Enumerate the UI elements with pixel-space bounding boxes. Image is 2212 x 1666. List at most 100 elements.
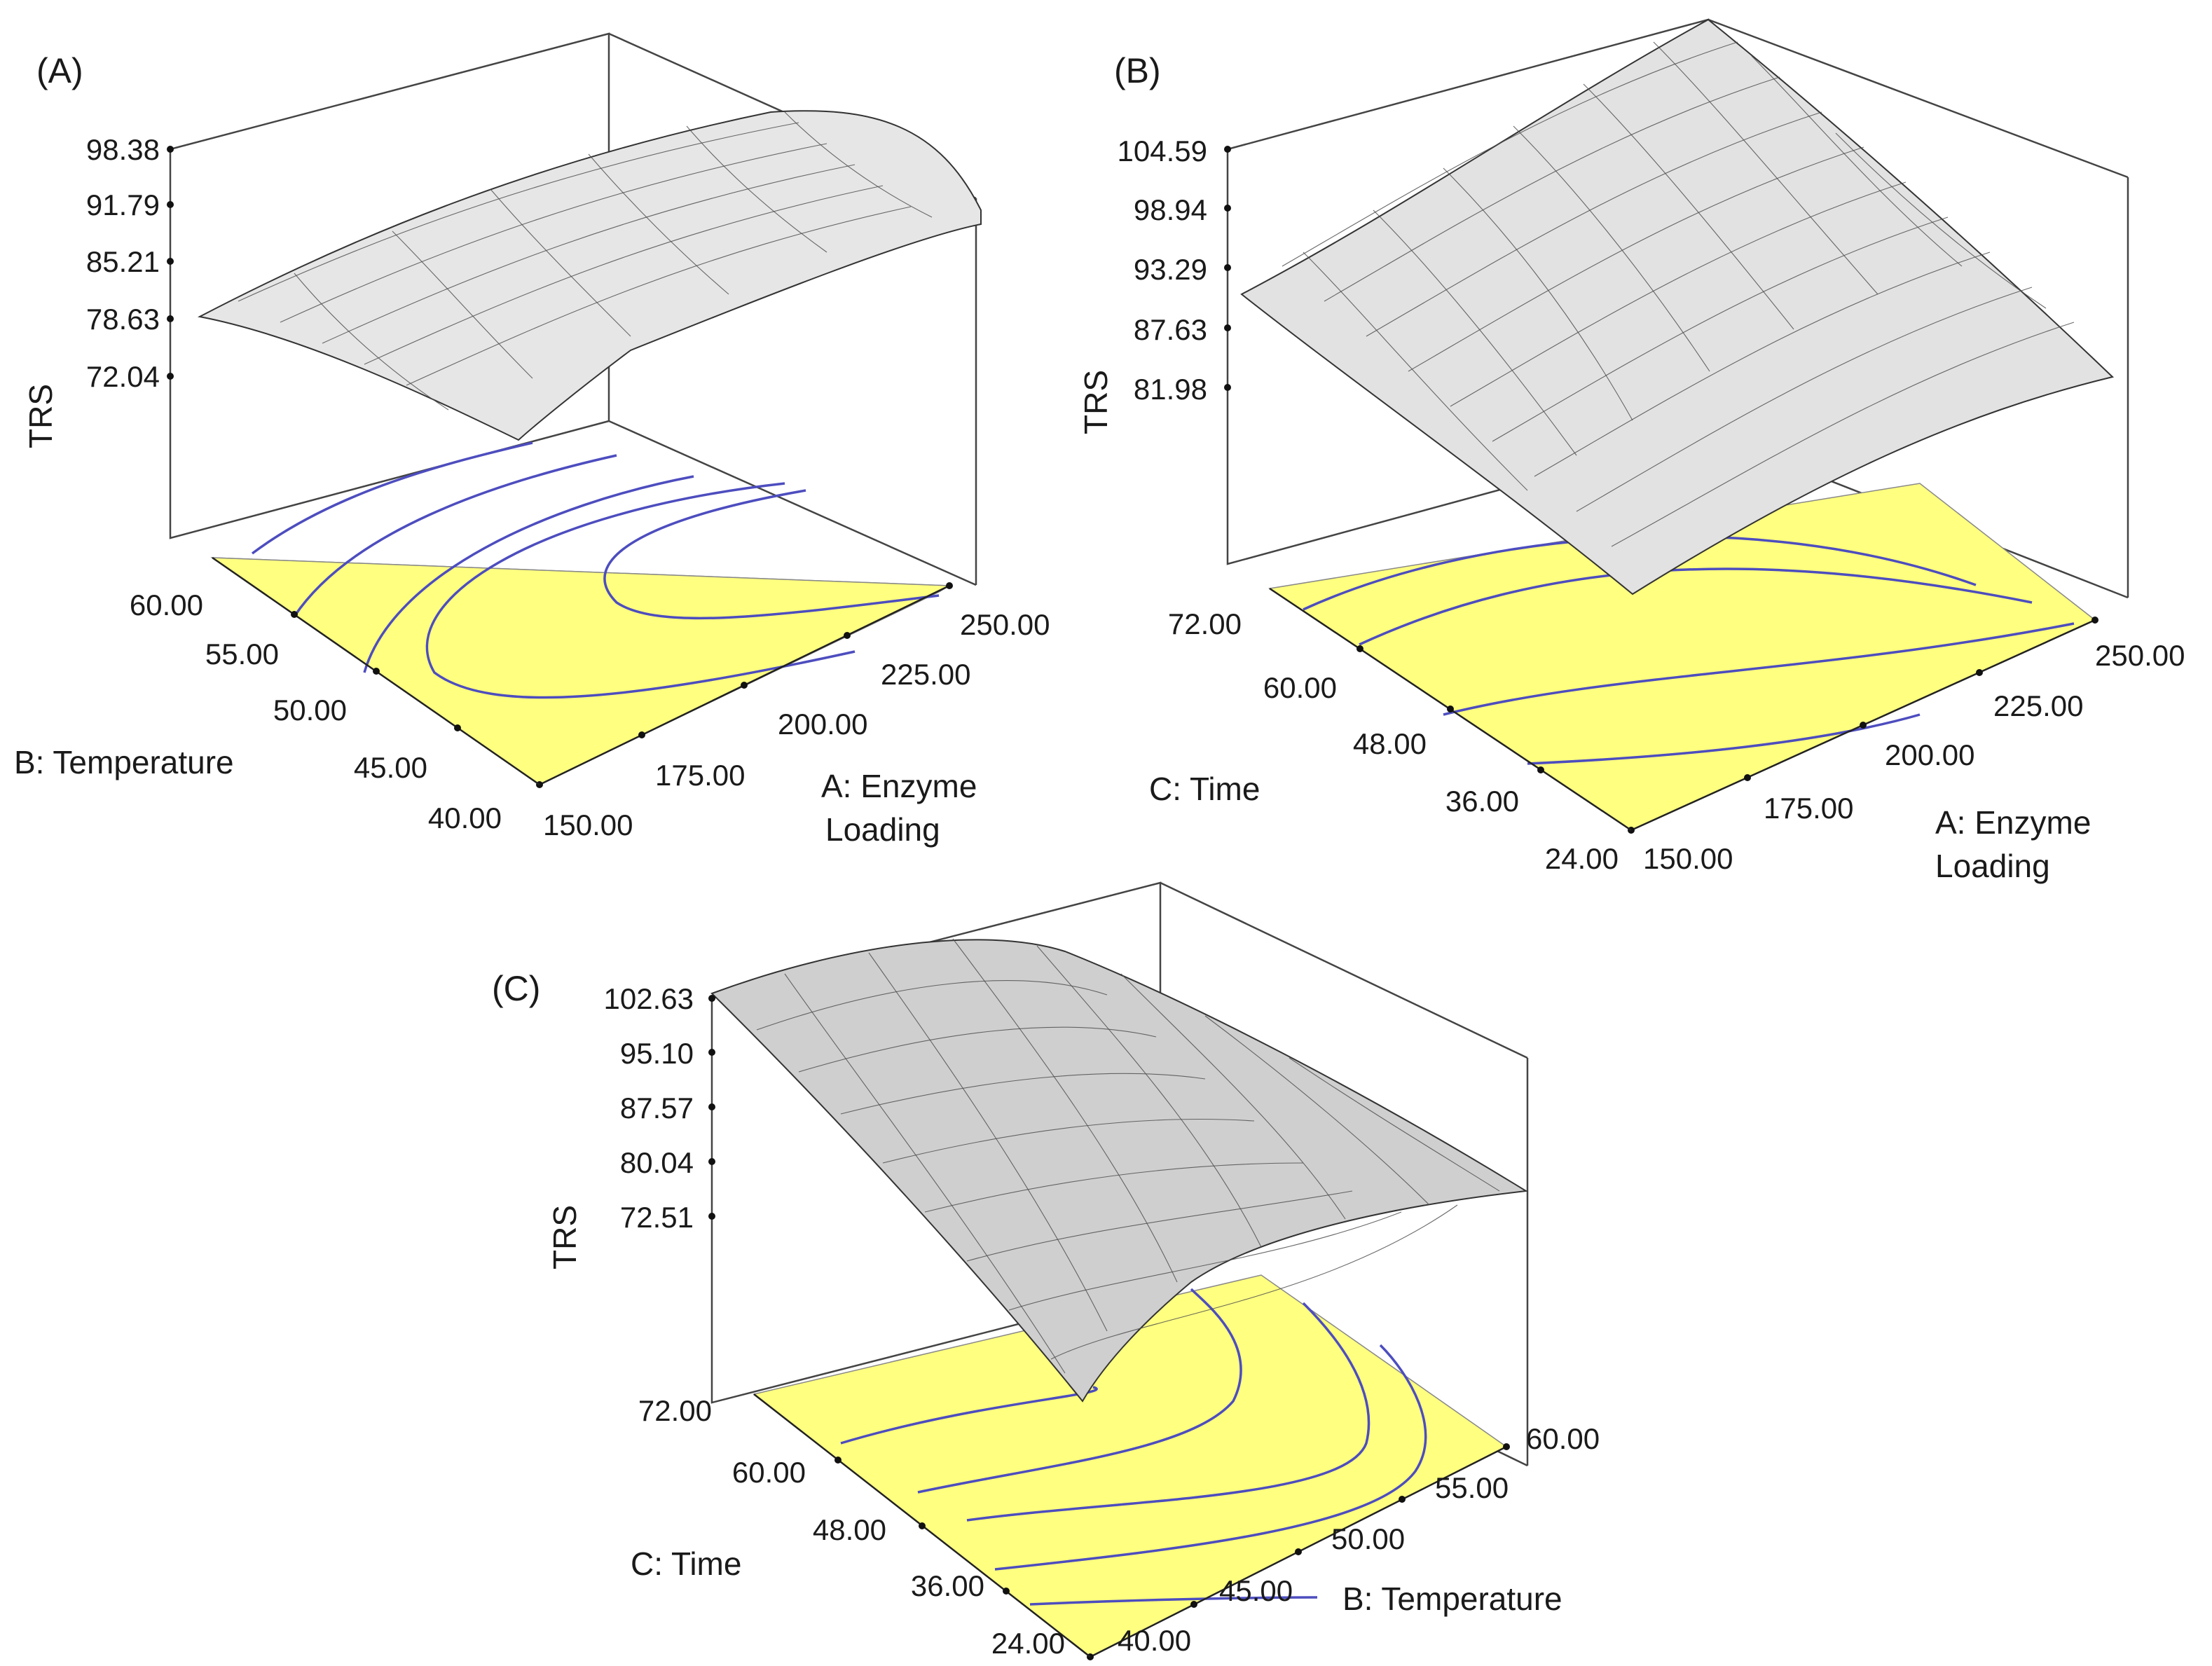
panel-a-label: (A)	[36, 51, 83, 90]
panel-c-back-base	[710, 998, 1161, 1404]
z-tick-label: 91.79	[86, 188, 160, 221]
y-tick-label: 24.00	[1545, 842, 1619, 875]
panel-a-surface-mesh	[238, 111, 933, 411]
z-tick-label: 85.21	[86, 245, 160, 278]
y-tick-label: 36.00	[911, 1569, 984, 1602]
y-tick-label: 45.00	[354, 751, 427, 784]
y-axis-title: B: Temperature	[14, 744, 234, 780]
panel-b-z-axis: 104.59 98.94 93.29 87.63 81.98 TRS	[1078, 135, 1231, 434]
y-tick-label: 36.00	[1445, 785, 1519, 818]
panel-a-y-axis: 60.00 55.00 50.00 45.00 40.00 B: Tempera…	[14, 556, 540, 834]
panel-c-right-top	[1160, 881, 1528, 1059]
z-tick-mark	[167, 258, 174, 265]
z-tick-label: 72.04	[86, 360, 160, 393]
panel-a-contours	[251, 441, 940, 699]
panel-b-y-axis: 72.00 60.00 48.00 36.00 24.00 C: Time	[1149, 587, 1632, 875]
panel-b: (B) 104.59 98.94 93.29 87.63 8	[1078, 18, 2185, 884]
x-tick-label: 225.00	[1993, 689, 2083, 722]
x-tick-label: 150.00	[1643, 842, 1733, 875]
panel-c-response-surface	[710, 939, 1529, 1403]
x-tick-label: 50.00	[1331, 1522, 1405, 1555]
panel-c-surface-mesh	[756, 938, 1500, 1374]
x-tick-label: 250.00	[2095, 639, 2185, 672]
panel-c-x-axis: 40.00 45.00 50.00 55.00 60.00 B: Tempera…	[1087, 1422, 1600, 1660]
z-axis-title: TRS	[22, 384, 59, 448]
z-tick-label: 87.63	[1134, 313, 1207, 346]
z-tick-label: 104.59	[1118, 135, 1207, 167]
x-tick-label: 40.00	[1118, 1624, 1191, 1657]
panel-b-contour-line	[1527, 713, 1921, 765]
z-tick-mark	[167, 373, 174, 380]
panel-b-surface-mesh	[1282, 41, 2075, 547]
y-tick-label: 60.00	[732, 1456, 806, 1489]
panel-b-label: (B)	[1114, 51, 1161, 90]
panel-c-contour-line	[840, 1386, 1098, 1445]
panel-a-contour-line	[293, 454, 617, 617]
y-axis-title: C: Time	[631, 1545, 741, 1582]
x-tick-label: 55.00	[1435, 1471, 1509, 1504]
z-tick-label: 95.10	[620, 1037, 694, 1070]
z-tick-label: 93.29	[1134, 253, 1207, 286]
z-tick-label: 98.94	[1134, 193, 1207, 226]
panel-a-contour-line	[251, 441, 533, 555]
panel-c-contours	[840, 1288, 1427, 1606]
x-axis-title-line2: Loading	[1935, 848, 2050, 884]
panel-a-right-base	[608, 420, 977, 586]
panel-c-label: (C)	[492, 969, 540, 1008]
panel-b-response-surface	[1240, 18, 2115, 596]
panel-a: (A) 98.38 91.79	[14, 32, 1050, 848]
panel-b-contour-line	[1443, 622, 2075, 716]
panel-a-contour-line	[425, 482, 856, 699]
y-axis-title: C: Time	[1149, 771, 1260, 807]
y-tick-label: 48.00	[1353, 727, 1427, 760]
panel-c-contour-line	[994, 1344, 1427, 1571]
y-tick-label: 40.00	[428, 801, 502, 834]
x-tick-label: 175.00	[655, 759, 745, 792]
x-axis-title-line1: A: Enzyme	[1935, 804, 2091, 841]
y-tick-label: 48.00	[813, 1513, 886, 1546]
y-tick-label: 60.00	[130, 588, 203, 621]
y-tick-label: 50.00	[273, 694, 347, 727]
panel-c-contour-line	[917, 1288, 1242, 1494]
panel-a-contour-floor-fill	[210, 557, 952, 785]
y-tick-label: 72.00	[638, 1394, 712, 1427]
z-tick-label: 78.63	[86, 303, 160, 336]
panel-a-contour-line	[363, 475, 694, 673]
z-axis-title: TRS	[1078, 370, 1114, 434]
z-tick-mark	[167, 201, 174, 208]
z-tick-label: 87.57	[620, 1092, 694, 1124]
x-axis-title: B: Temperature	[1342, 1581, 1562, 1617]
x-tick-label: 150.00	[543, 808, 633, 841]
x-axis-title-line1: A: Enzyme	[821, 768, 977, 804]
z-tick-label: 81.98	[1134, 373, 1207, 406]
z-tick-mark	[167, 146, 174, 153]
y-tick-label: 24.00	[991, 1627, 1065, 1660]
z-tick-label: 72.51	[620, 1201, 694, 1234]
z-tick-mark	[167, 315, 174, 322]
x-tick-label: 225.00	[881, 658, 970, 691]
x-tick-label: 45.00	[1219, 1574, 1293, 1607]
panel-c-contour-line	[966, 1302, 1371, 1522]
panel-a-x-axis: 150.00 175.00 200.00 225.00 250.00 A: En…	[536, 582, 1050, 848]
panel-c-z-axis: 102.63 95.10 87.57 80.04 72.51 TRS	[547, 982, 715, 1269]
panel-b-right-top	[1708, 18, 2129, 179]
panel-b-x-axis: 150.00 175.00 200.00 225.00 250.00 A: En…	[1628, 617, 2185, 884]
panel-c: (C) 102.63 95.10 87.57 80.04	[492, 881, 1600, 1660]
panel-c-y-axis: 72.00 60.00 48.00 36.00 24.00 C: Time	[631, 1393, 1091, 1660]
x-tick-label: 175.00	[1764, 792, 1853, 825]
panel-a-z-axis: 98.38 91.79 85.21 78.63 72.04 TRS	[22, 133, 174, 448]
x-tick-label: 200.00	[778, 708, 867, 741]
x-tick-label: 250.00	[960, 608, 1050, 641]
z-tick-label: 80.04	[620, 1146, 694, 1179]
panel-a-response-surface	[197, 110, 982, 441]
z-tick-label: 102.63	[604, 982, 694, 1015]
y-tick-label: 55.00	[205, 638, 279, 670]
x-tick-label: 60.00	[1526, 1422, 1600, 1455]
panel-c-contour-line	[1029, 1596, 1318, 1606]
z-tick-label: 98.38	[86, 133, 160, 166]
panel-a-contour-line	[603, 489, 940, 620]
y-tick-label: 60.00	[1263, 671, 1337, 704]
x-tick-label: 200.00	[1885, 738, 1974, 771]
y-tick-label: 72.00	[1168, 607, 1242, 640]
